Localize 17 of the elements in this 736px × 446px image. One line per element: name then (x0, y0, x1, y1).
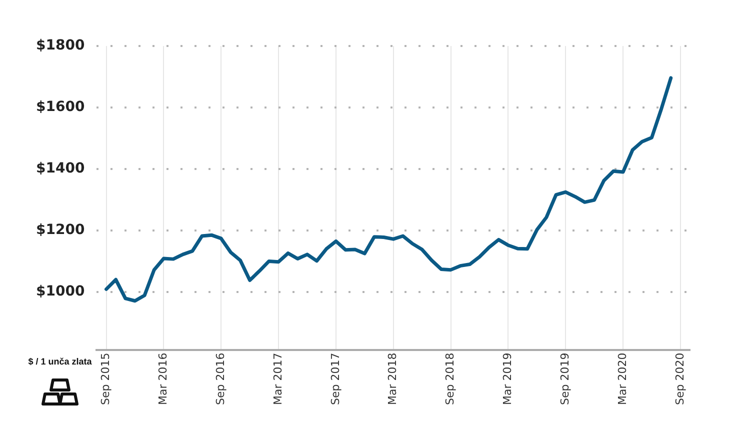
x-tick-label: Sep 2016 (214, 352, 227, 405)
y-tick-label: $1600 (36, 99, 85, 116)
x-tick-label: Sep 2018 (444, 352, 457, 405)
y-tick-label: $1400 (36, 160, 85, 177)
y-tick-label: $1200 (36, 222, 85, 238)
x-tick-label: Sep 2015 (99, 352, 112, 405)
x-tick-label: Mar 2020 (616, 352, 629, 406)
x-tick-label: Mar 2016 (156, 352, 170, 406)
x-tick-label: Mar 2019 (501, 352, 514, 406)
x-tick-label: Sep 2019 (558, 352, 572, 405)
x-tick-label: Sep 2017 (328, 352, 342, 405)
x-tick-label: Sep 2020 (673, 352, 686, 405)
y-tick-label: $1000 (36, 284, 85, 300)
x-tick-label: Mar 2018 (386, 352, 400, 406)
text: $ / 1 unča zlata (28, 356, 93, 366)
y-tick-label: $1800 (36, 38, 85, 54)
x-tick-label: Mar 2017 (271, 352, 284, 406)
